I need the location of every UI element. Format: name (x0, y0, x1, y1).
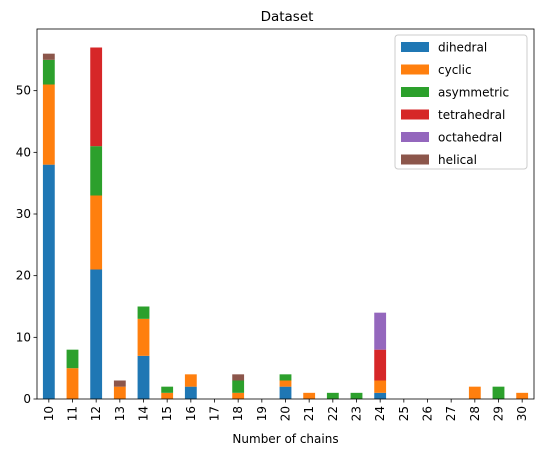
chart-title: Dataset (261, 9, 314, 25)
x-tick-label: 11 (66, 406, 80, 421)
bar-segment-cyclic-10 (42, 84, 55, 165)
x-tick-label: 16 (184, 406, 198, 421)
x-tick-label: 23 (350, 406, 364, 421)
y-tick-label: 50 (16, 84, 31, 98)
bar-segment-cyclic-12 (90, 195, 103, 270)
legend-swatch-cyclic (401, 64, 429, 75)
bar-segment-cyclic-15 (161, 392, 174, 399)
x-axis-ticks: 10 11 12 13 14 15 16 17 18 19 20 21 22 23 24 25 26 27 28 29… (42, 399, 529, 421)
legend: dihedral cyclic asymmetric tetrahedral octah… (394, 34, 528, 170)
x-tick-label: 29 (492, 406, 506, 421)
bar-segment-cyclic-24 (374, 380, 387, 393)
bar-segment-asymmetric-29 (492, 386, 505, 399)
bar-segment-helical-10 (42, 53, 55, 60)
legend-swatch-asymmetric (401, 87, 429, 97)
legend-swatch-tetrahedral (401, 109, 429, 120)
legend-label-tetrahedral: tetrahedral (438, 108, 505, 122)
bar-segment-asymmetric-14 (137, 306, 150, 319)
bar-segment-asymmetric-22 (326, 392, 339, 399)
bar-segment-cyclic-28 (468, 386, 481, 399)
x-axis-label: Number of chains (232, 432, 338, 446)
x-tick-label: 30 (515, 406, 529, 421)
legend-label-asymmetric: asymmetric (438, 86, 509, 100)
bars-group (42, 47, 529, 399)
legend-label-helical: helical (438, 153, 477, 167)
legend-swatch-octahedral (401, 132, 429, 142)
bar-segment-asymmetric-15 (161, 386, 174, 393)
legend-frame (394, 34, 528, 170)
bar-segment-cyclic-16 (184, 374, 197, 387)
bar-segment-tetrahedral-12 (90, 47, 103, 147)
bar-segment-cyclic-18 (232, 392, 245, 399)
bar-segment-asymmetric-20 (279, 374, 292, 381)
y-axis-ticks: 0 10 20 30 40 50 (16, 84, 37, 406)
x-tick-label: 25 (397, 406, 411, 421)
bar-segment-octahedral-24 (374, 312, 387, 350)
bar-segment-cyclic-11 (66, 368, 79, 399)
plot-frame (36, 28, 535, 400)
bar-segment-dihedral-20 (279, 386, 292, 399)
legend-label-dihedral: dihedral (438, 41, 487, 55)
bar-segment-cyclic-30 (516, 392, 529, 399)
y-tick-label: 30 (16, 207, 31, 221)
x-tick-label: 21 (302, 406, 316, 421)
bar-segment-asymmetric-11 (66, 349, 79, 369)
bar-segment-tetrahedral-24 (374, 349, 387, 381)
bar-segment-cyclic-21 (303, 392, 316, 399)
x-tick-label: 14 (137, 406, 151, 421)
bar-segment-asymmetric-10 (42, 59, 55, 85)
bar-segment-dihedral-16 (184, 386, 197, 399)
x-tick-label: 22 (326, 406, 340, 421)
bar-segment-helical-13 (113, 380, 126, 387)
bar-segment-helical-18 (232, 374, 245, 381)
x-tick-label: 17 (208, 406, 222, 421)
bar-segment-dihedral-14 (137, 355, 150, 399)
x-tick-label: 18 (231, 406, 245, 421)
x-tick-label: 28 (468, 406, 482, 421)
y-tick-label: 40 (16, 145, 31, 159)
legend-swatch-helical (401, 154, 429, 165)
legend-label-octahedral: octahedral (438, 131, 502, 145)
y-tick-label: 10 (16, 330, 31, 344)
x-tick-label: 24 (373, 406, 387, 421)
x-tick-label: 20 (279, 406, 293, 421)
bar-segment-cyclic-14 (137, 318, 150, 356)
x-tick-label: 27 (444, 406, 458, 421)
y-tick-label: 20 (16, 269, 31, 283)
x-tick-label: 13 (113, 406, 127, 421)
bar-segment-asymmetric-23 (350, 392, 363, 399)
bar-segment-dihedral-10 (42, 164, 55, 399)
x-tick-label: 19 (255, 406, 269, 421)
bar-segment-asymmetric-18 (232, 380, 245, 393)
legend-swatch-dihedral (401, 42, 429, 52)
bar-segment-dihedral-12 (90, 269, 103, 399)
y-tick-label: 0 (23, 392, 31, 406)
x-tick-label: 10 (42, 406, 56, 421)
x-tick-label: 15 (160, 406, 174, 421)
x-tick-label: 26 (421, 406, 435, 421)
bar-segment-dihedral-24 (374, 392, 387, 399)
bar-segment-asymmetric-12 (90, 146, 103, 196)
x-tick-label: 12 (89, 406, 103, 421)
bar-segment-cyclic-20 (279, 380, 292, 387)
legend-label-cyclic: cyclic (438, 63, 472, 77)
bar-segment-cyclic-13 (113, 386, 126, 399)
